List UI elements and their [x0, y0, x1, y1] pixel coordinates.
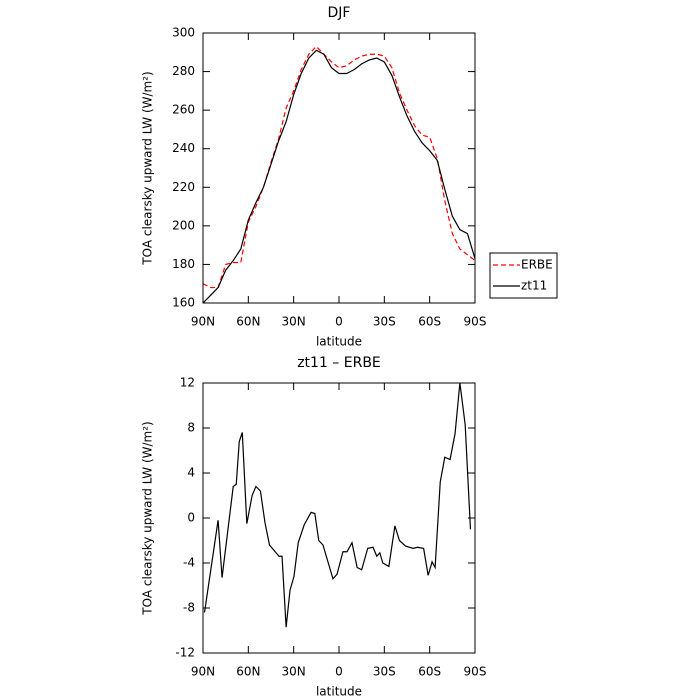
y-tick-label: 240 — [172, 141, 195, 155]
y-tick-label: 260 — [172, 103, 195, 117]
y-tick-label: 220 — [172, 180, 195, 194]
chart-title: zt11 – ERBE — [297, 355, 381, 371]
y-tick-label: 280 — [172, 64, 195, 78]
y-tick-label: 12 — [180, 376, 195, 390]
legend-box — [489, 252, 558, 299]
x-tick-label: 90S — [464, 665, 487, 679]
x-axis-label: latitude — [316, 335, 362, 349]
x-tick-label: 60S — [418, 665, 441, 679]
x-tick-label: 30S — [373, 665, 396, 679]
x-tick-label: 60N — [236, 665, 260, 679]
y-tick-label: 180 — [172, 257, 195, 271]
chart-title: DJF — [328, 5, 351, 21]
plot-frame — [202, 32, 476, 304]
data-line — [203, 382, 472, 628]
x-tick-label: 30S — [373, 315, 396, 329]
y-axis-label: TOA clearsky upward LW (W/m²) — [141, 421, 155, 615]
y-tick-label: 8 — [187, 421, 195, 435]
x-tick-label: 90S — [464, 315, 487, 329]
x-tick-label: 0 — [335, 665, 343, 679]
y-tick-label: 200 — [172, 218, 195, 232]
y-tick-label: -4 — [183, 556, 195, 570]
x-tick-label: 90N — [191, 665, 215, 679]
y-tick-label: 0 — [187, 511, 195, 525]
legend-label: ERBE — [521, 258, 553, 272]
y-tick-label: -12 — [175, 646, 195, 660]
legend-label: zt11 — [521, 279, 547, 293]
x-tick-label: 30N — [282, 315, 306, 329]
data-line — [202, 45, 476, 289]
x-tick-label: 60S — [418, 315, 441, 329]
y-tick-label: 300 — [172, 26, 195, 40]
y-tick-label: 4 — [187, 466, 195, 480]
x-axis-label: latitude — [316, 685, 362, 699]
x-tick-label: 0 — [335, 315, 343, 329]
y-tick-label: 160 — [172, 296, 195, 310]
x-tick-label: 90N — [191, 315, 215, 329]
x-tick-label: 30N — [282, 665, 306, 679]
data-line — [202, 49, 476, 304]
plot-frame — [202, 382, 476, 654]
x-tick-label: 60N — [236, 315, 260, 329]
y-axis-label: TOA clearsky upward LW (W/m²) — [141, 71, 155, 265]
y-tick-label: -8 — [183, 601, 195, 615]
